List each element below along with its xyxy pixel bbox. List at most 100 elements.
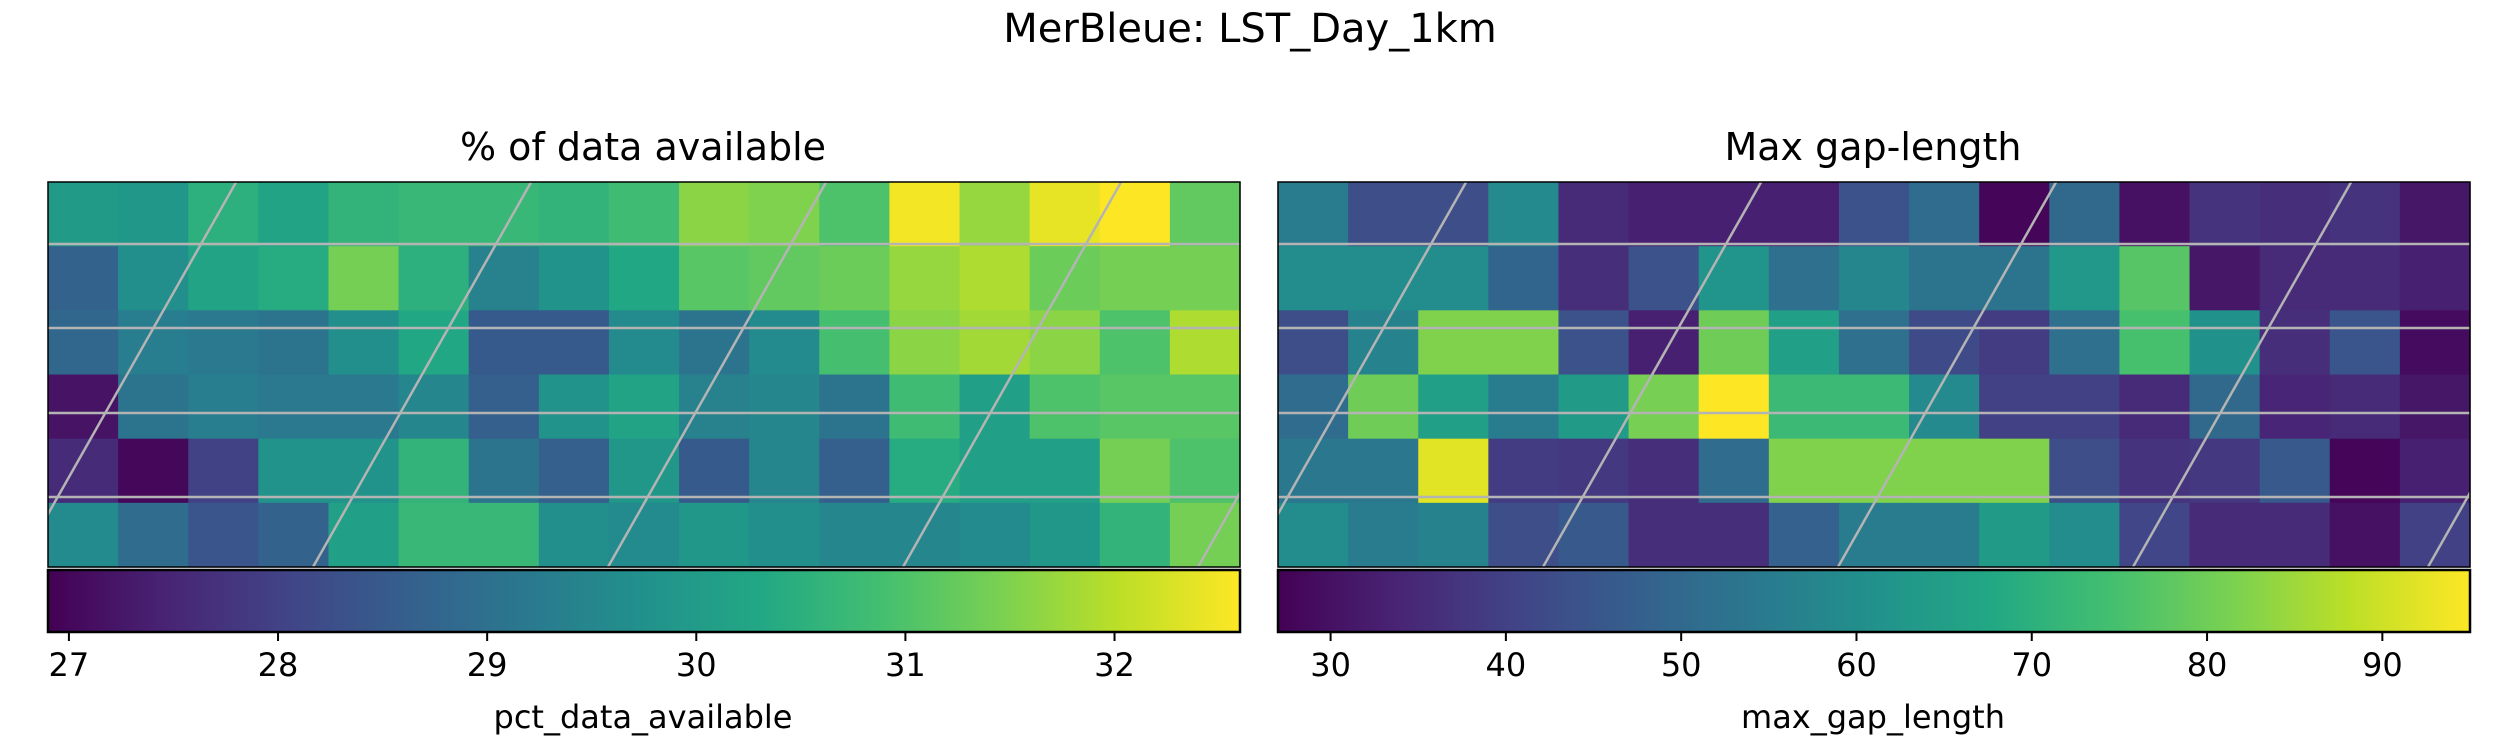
heatmap-cell-r3-c6 — [468, 374, 540, 440]
grid-line-diagonal-1 — [311, 182, 533, 567]
heatmap-cell-r2-c8 — [608, 310, 680, 376]
heatmap-cell-r4-c12 — [889, 438, 961, 504]
colorbar-tick-label: 27 — [49, 646, 90, 684]
heatmap-cell-r1-c6 — [468, 246, 540, 311]
heatmap-cell-r4-c10 — [1979, 438, 2050, 504]
heatmap-cell-r4-c9 — [1909, 438, 1980, 504]
heatmap-cell-r5-c11 — [819, 502, 891, 568]
colorbar-tick-label: 50 — [1661, 646, 1702, 684]
heatmap-cell-r4-c16 — [1169, 438, 1241, 504]
heatmap-cell-r2-c9 — [679, 310, 750, 376]
heatmap-cell-r5-c2 — [188, 502, 259, 568]
heatmap-cell-r5-c3 — [1488, 502, 1560, 568]
colorbar-tick-label: 30 — [1310, 646, 1351, 684]
plot-frame — [47, 181, 1241, 568]
heatmap-cell-r3-c1 — [1348, 374, 1419, 440]
diagonal-lines — [48, 182, 1240, 567]
heatmap-cell-r4-c14 — [1029, 438, 1101, 504]
heatmap-cell-r5-c0 — [1278, 502, 1349, 568]
grid-line-diagonal-2 — [1836, 182, 2058, 567]
heatmap-cell-r2-c9 — [1909, 310, 1980, 376]
heatmap-cell-r2-c7 — [1768, 310, 1840, 376]
heatmap-cell-r4-c11 — [2049, 438, 2121, 504]
heatmap-cell-r0-c2 — [1418, 182, 1489, 247]
heatmap-cell-r1-c9 — [679, 246, 750, 311]
heatmap-cell-r1-c7 — [538, 246, 610, 311]
heatmap-cell-r2-c4 — [328, 310, 400, 376]
heatmap-cell-r1-c9 — [1909, 246, 1980, 311]
heatmap-cell-r5-c10 — [1979, 502, 2050, 568]
heatmap-cell-r2-c0 — [1278, 310, 1349, 376]
heatmap-cell-r1-c11 — [2049, 246, 2121, 311]
heatmap-panel-max-gap-length: Max gap-length 30 40 50 60 70 80 90 max_gap_le… — [1276, 125, 2472, 736]
heatmap-cell-r5-c3 — [258, 502, 330, 568]
heatmap-cell-r3-c15 — [2329, 374, 2401, 440]
heatmap-cell-r5-c4 — [1558, 502, 1630, 568]
heatmap-cell-r2-c11 — [2049, 310, 2121, 376]
heatmap-cell-r4-c14 — [2259, 438, 2331, 504]
heatmap-cell-r2-c1 — [118, 310, 189, 376]
heatmap-cell-r3-c2 — [188, 374, 259, 440]
heatmap-cell-r0-c15 — [1099, 182, 1171, 247]
heatmap-cell-r3-c2 — [1418, 374, 1489, 440]
heatmap-cell-r3-c15 — [1099, 374, 1171, 440]
colorbar-label: max_gap_length — [1741, 698, 2005, 736]
heatmap-cell-r2-c12 — [889, 310, 961, 376]
heatmap-cell-r0-c7 — [1768, 182, 1840, 247]
heatmap-cell-r1-c12 — [889, 246, 961, 311]
heatmap-cell-r1-c8 — [608, 246, 680, 311]
heatmap-cell-r1-c4 — [1558, 246, 1630, 311]
heatmap-cell-r3-c0 — [1278, 374, 1349, 440]
heatmap-cell-r1-c2 — [1418, 246, 1489, 311]
heatmap-cell-r1-c11 — [819, 246, 891, 311]
heatmap-cell-r5-c13 — [2189, 502, 2261, 568]
heatmap-cell-r3-c3 — [258, 374, 330, 440]
heatmap-cell-r0-c0 — [1278, 182, 1349, 247]
heatmap-cell-r5-c1 — [1348, 502, 1419, 568]
heatmap-cell-r3-c9 — [679, 374, 750, 440]
heatmap-cell-r4-c15 — [1099, 438, 1171, 504]
heatmap-cell-r5-c6 — [468, 502, 540, 568]
heatmap-cell-r2-c3 — [1488, 310, 1560, 376]
heatmap-cell-r0-c1 — [1348, 182, 1419, 247]
heatmap-cell-r3-c12 — [2119, 374, 2191, 440]
heatmap-cell-r0-c0 — [48, 182, 119, 247]
heatmap-panel-pct-data-available: % of data available 27 28 29 30 31 32 pct_dat… — [46, 125, 1242, 736]
heatmap-cell-r5-c15 — [1099, 502, 1171, 568]
heatmap-cell-r1-c1 — [118, 246, 189, 311]
heatmap-cell-r1-c0 — [1278, 246, 1349, 311]
heatmap-cell-r0-c10 — [749, 182, 820, 247]
heatmap-cell-r4-c6 — [468, 438, 540, 504]
heatmap-cell-r3-c12 — [889, 374, 961, 440]
figure-title: MerBleue: LST_Day_1km — [1003, 6, 1497, 52]
heatmap-cell-r5-c7 — [538, 502, 610, 568]
heatmap-cell-r0-c1 — [118, 182, 189, 247]
grid-line-diagonal-0 — [1278, 182, 1468, 517]
heatmap-cell-r4-c1 — [1348, 438, 1419, 504]
heatmap-cell-r5-c9 — [679, 502, 750, 568]
heatmap-cells — [48, 182, 1241, 568]
heatmap-cell-r4-c11 — [819, 438, 891, 504]
heatmap-cell-r0-c4 — [328, 182, 400, 247]
heatmap-cell-r4-c7 — [538, 438, 610, 504]
heatmap-cell-r0-c11 — [2049, 182, 2121, 247]
heatmap-cell-r2-c16 — [1169, 310, 1241, 376]
heatmap-cell-r1-c6 — [1698, 246, 1770, 311]
grid-line-diagonal-0 — [48, 182, 238, 517]
heatmap-cell-r1-c13 — [959, 246, 1031, 311]
colorbar-tick-label: 80 — [2187, 646, 2228, 684]
colorbar-ticks: 27 28 29 30 31 32 — [49, 632, 1135, 684]
heatmap-cell-r4-c2 — [188, 438, 259, 504]
heatmap-cell-r0-c12 — [889, 182, 961, 247]
heatmap-cell-r1-c12 — [2119, 246, 2191, 311]
heatmap-cell-r2-c10 — [1979, 310, 2050, 376]
heatmap-cell-r1-c15 — [1099, 246, 1171, 311]
heatmap-cell-r1-c8 — [1838, 246, 1910, 311]
panel-title: % of data available — [460, 125, 826, 169]
heatmap-cell-r1-c13 — [2189, 246, 2261, 311]
heatmap-cell-r2-c13 — [959, 310, 1031, 376]
heatmap-cell-r3-c7 — [1768, 374, 1840, 440]
heatmap-cell-r4-c8 — [608, 438, 680, 504]
heatmap-cell-r0-c16 — [1169, 182, 1241, 247]
